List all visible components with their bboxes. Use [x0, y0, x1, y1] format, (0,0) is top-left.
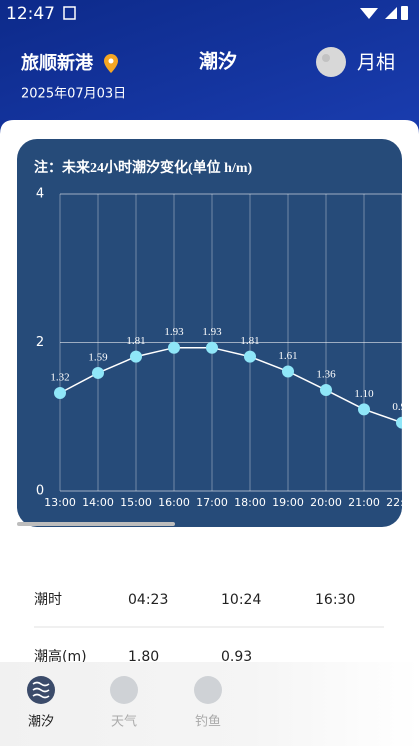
table-row-label: 潮时	[34, 592, 62, 608]
tide-point	[92, 366, 104, 379]
tabs: 潮汐 天气 钓鱼	[27, 676, 222, 730]
chart-panel	[17, 139, 402, 527]
tide-point	[206, 341, 218, 354]
x-tick-label: 20:00	[310, 496, 342, 509]
tide-point	[130, 350, 142, 363]
data-label: 1.93	[164, 326, 184, 338]
signal-icon	[385, 7, 397, 19]
tab-label[interactable]: 天气	[111, 714, 137, 730]
tide-point	[282, 365, 294, 378]
data-label: 1.59	[88, 351, 108, 363]
page-title: 潮汐	[199, 50, 237, 73]
tide-point	[396, 416, 402, 429]
table-cell: 16:30	[315, 592, 355, 608]
tab-icon[interactable]	[110, 676, 138, 704]
header-bg	[0, 0, 419, 140]
tide-point	[320, 384, 332, 397]
data-label: 0.92	[392, 401, 411, 413]
y-tick-label: 2	[36, 335, 44, 350]
data-label: 1.93	[202, 326, 222, 338]
plot: 13:00 14:00 15:00 16:00 17:00 18:00 19:00 20:00…	[36, 187, 418, 509]
table-row-label: 潮高(m)	[34, 648, 87, 665]
moon-icon[interactable]	[316, 47, 346, 77]
tide-point	[358, 403, 370, 416]
x-tick-label: 18:00	[234, 496, 266, 509]
battery-icon	[401, 6, 408, 20]
table-cell: 10:24	[221, 592, 261, 608]
data-label: 1.81	[126, 335, 145, 347]
tab-label[interactable]: 潮汐	[28, 714, 54, 730]
table-cell: 0.93	[221, 649, 252, 665]
data-label: 1.36	[316, 369, 336, 381]
location[interactable]: 旅顺新港	[21, 52, 94, 74]
tide-point	[168, 341, 180, 354]
data-label: 1.61	[278, 350, 297, 362]
scrollbar	[17, 522, 175, 526]
table-cell: 1.80	[128, 649, 159, 665]
x-tick-label: 15:00	[120, 496, 152, 509]
table-cell: 04:23	[128, 592, 168, 608]
date: 2025年07月03日	[21, 87, 126, 102]
tab-icon[interactable]	[194, 676, 222, 704]
moon-crater	[322, 54, 330, 62]
tide-table: 潮时 04:23 10:24 16:30 潮高(m) 1.80 0.93	[34, 592, 355, 665]
x-tick-label: 21:00	[348, 496, 380, 509]
tide-point	[54, 386, 66, 399]
x-tick-label: 14:00	[82, 496, 114, 509]
data-label: 1.32	[50, 372, 69, 384]
tab-bar	[0, 662, 419, 746]
x-tick-label: 13:00	[44, 496, 76, 509]
x-tick-label: 17:00	[196, 496, 228, 509]
card-top	[0, 120, 419, 140]
tide-line	[59, 346, 402, 424]
y-tick-label: 4	[36, 187, 44, 202]
wifi-icon	[360, 8, 378, 19]
data-label: 1.81	[240, 335, 259, 347]
y-tick-label: 0	[36, 484, 44, 499]
data-label: 1.10	[354, 388, 374, 400]
x-tick-label: 16:00	[158, 496, 190, 509]
tab-icon-waves	[32, 681, 50, 699]
chart-title: 注：未来24小时潮汐变化(单位 h/m)	[34, 159, 252, 176]
status-icon	[63, 6, 76, 20]
tide-point	[244, 350, 256, 363]
status-time: 12:47	[6, 4, 55, 24]
x-tick-label: 19:00	[272, 496, 304, 509]
x-tick-label: 22:00	[386, 496, 418, 509]
location-pin-dot	[108, 58, 114, 64]
moon-label[interactable]: 月相	[357, 52, 395, 74]
tab-label[interactable]: 钓鱼	[195, 714, 221, 730]
